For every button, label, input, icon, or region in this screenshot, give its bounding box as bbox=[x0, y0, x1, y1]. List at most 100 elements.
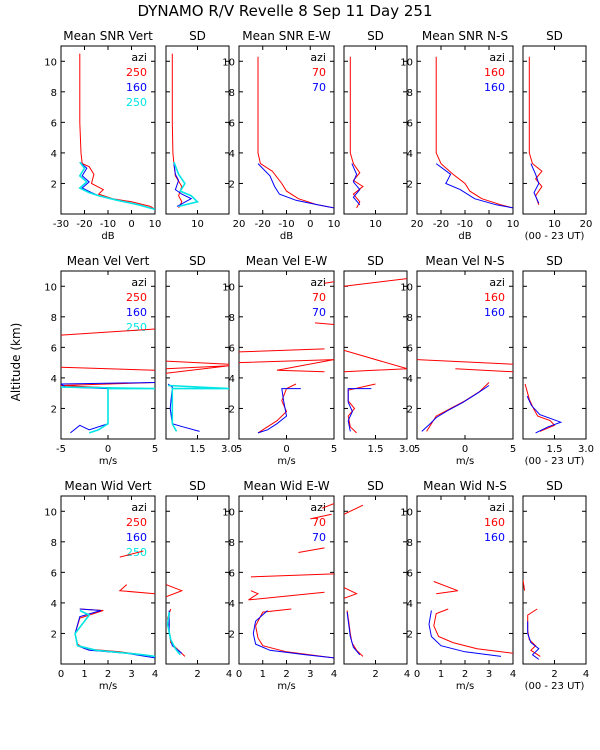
panel-title: SD bbox=[189, 254, 206, 268]
x-tick-label: 5 bbox=[331, 444, 337, 455]
y-tick-label: 4 bbox=[407, 374, 413, 385]
y-tick-label: 10 bbox=[222, 57, 235, 68]
panel-snr-vert-sd: SD 10 bbox=[165, 29, 230, 230]
series-line-red bbox=[455, 368, 513, 373]
panel-vel-ns-sd: SD 1.5 3.0(00 - 23 UT) bbox=[522, 254, 594, 467]
panel-wid-ew: Mean Wid E-W 2 4 6 8 10 0 1 2 3 4 m/s azi 70 70 bbox=[222, 479, 337, 692]
series-line-red bbox=[310, 513, 332, 520]
series-line-red bbox=[79, 53, 155, 210]
y-tick-label: 8 bbox=[229, 313, 235, 324]
series-line-red bbox=[344, 349, 407, 373]
y-tick-label: 2 bbox=[51, 629, 57, 640]
x-tick-label: 4 bbox=[226, 669, 232, 680]
series-line-red bbox=[321, 503, 334, 509]
legend-heading: azi bbox=[489, 501, 505, 514]
series-group bbox=[166, 584, 186, 657]
legend-entry: 160 bbox=[126, 531, 147, 544]
x-tick-label: -10 bbox=[278, 219, 294, 230]
x-axis-label: m/s bbox=[99, 681, 117, 692]
plot-frame bbox=[343, 270, 408, 440]
x-axis-label: (00 - 23 UT) bbox=[525, 231, 585, 242]
panel-snr-ew-sd: SD 10 bbox=[343, 29, 408, 230]
panel-title: SD bbox=[189, 29, 206, 43]
series-line-red bbox=[239, 348, 325, 353]
y-tick-label: 2 bbox=[51, 404, 57, 415]
y-tick-label: 2 bbox=[407, 404, 413, 415]
y-tick-label: 6 bbox=[229, 568, 235, 579]
y-tick-label: 6 bbox=[407, 343, 413, 354]
x-tick-label: 20 bbox=[233, 219, 246, 230]
y-tick-label: 10 bbox=[44, 282, 57, 293]
y-tick-label: 2 bbox=[229, 179, 235, 190]
figure-title: DYNAMO R/V Revelle 8 Sep 11 Day 251 bbox=[137, 2, 432, 20]
series-line-red bbox=[61, 328, 155, 336]
legend-heading: azi bbox=[310, 501, 326, 514]
panel-vel-ew: Mean Vel E-W 2 4 6 8 10 5 0 5 m/s azi 70 70 bbox=[222, 254, 337, 467]
y-tick-label: 4 bbox=[51, 599, 57, 610]
x-tick-label: 20 bbox=[411, 219, 424, 230]
x-axis-label: (00 - 23 UT) bbox=[525, 681, 585, 692]
series-group bbox=[239, 281, 334, 434]
x-tick-label: 3.0 bbox=[578, 444, 594, 455]
legend-entry: 160 bbox=[126, 81, 147, 94]
legend-heading: azi bbox=[131, 501, 147, 514]
y-tick-label: 6 bbox=[51, 568, 57, 579]
y-tick-label: 8 bbox=[229, 88, 235, 99]
y-tick-label: 4 bbox=[51, 374, 57, 385]
x-tick-label: 5 bbox=[414, 444, 420, 455]
series-line-red bbox=[298, 547, 325, 553]
series-group bbox=[528, 56, 543, 205]
y-tick-label: 6 bbox=[51, 343, 57, 354]
series-line-red bbox=[527, 608, 541, 657]
y-tick-label: 2 bbox=[229, 629, 235, 640]
series-line-red bbox=[166, 584, 184, 598]
plot-frame bbox=[165, 270, 230, 440]
legend-entry: 250 bbox=[126, 321, 147, 334]
x-axis-label: m/s bbox=[456, 456, 474, 467]
x-tick-label: 4 bbox=[583, 669, 589, 680]
series-line-red bbox=[347, 383, 376, 434]
y-tick-label: 2 bbox=[407, 179, 413, 190]
x-tick-label: 1 bbox=[81, 669, 87, 680]
x-tick-label: -5 bbox=[56, 444, 66, 455]
series-group bbox=[349, 56, 364, 209]
x-tick-label: 10 bbox=[149, 219, 162, 230]
panel-wid-vert-sd: SD 2 4 bbox=[165, 479, 232, 680]
x-tick-label: 0 bbox=[236, 669, 242, 680]
legend-heading: azi bbox=[310, 276, 326, 289]
series-line-red bbox=[257, 383, 297, 434]
series-line-blue bbox=[167, 383, 200, 432]
x-tick-label: 2 bbox=[194, 669, 200, 680]
x-tick-label: -10 bbox=[457, 219, 473, 230]
series-line-red bbox=[523, 579, 526, 591]
series-group bbox=[171, 53, 200, 209]
x-tick-label: -30 bbox=[53, 219, 69, 230]
series-group bbox=[74, 550, 155, 659]
x-tick-label: 4 bbox=[404, 669, 410, 680]
series-line-red bbox=[344, 504, 364, 515]
legend-heading: azi bbox=[489, 276, 505, 289]
series-line-red bbox=[257, 56, 334, 209]
x-tick-label: 10 bbox=[369, 219, 382, 230]
legend-entry: 160 bbox=[484, 531, 505, 544]
legend-entry: 70 bbox=[312, 66, 326, 79]
x-tick-label: 3 bbox=[486, 669, 492, 680]
series-line-red bbox=[344, 278, 407, 287]
x-tick-label: 0 bbox=[486, 219, 492, 230]
y-tick-label: 8 bbox=[407, 538, 413, 549]
x-tick-label: 5 bbox=[152, 444, 158, 455]
y-tick-label: 4 bbox=[407, 599, 413, 610]
y-tick-label: 6 bbox=[51, 118, 57, 129]
series-group bbox=[428, 581, 513, 657]
x-axis-label: m/s bbox=[277, 681, 295, 692]
plot-frame bbox=[522, 45, 587, 215]
series-line-red bbox=[166, 360, 229, 365]
series-line-blue bbox=[351, 163, 361, 206]
y-tick-label: 4 bbox=[51, 149, 57, 160]
x-tick-label: 5 bbox=[236, 444, 242, 455]
series-line-red bbox=[250, 573, 334, 578]
series-group bbox=[257, 56, 334, 209]
y-tick-label: 2 bbox=[51, 179, 57, 190]
